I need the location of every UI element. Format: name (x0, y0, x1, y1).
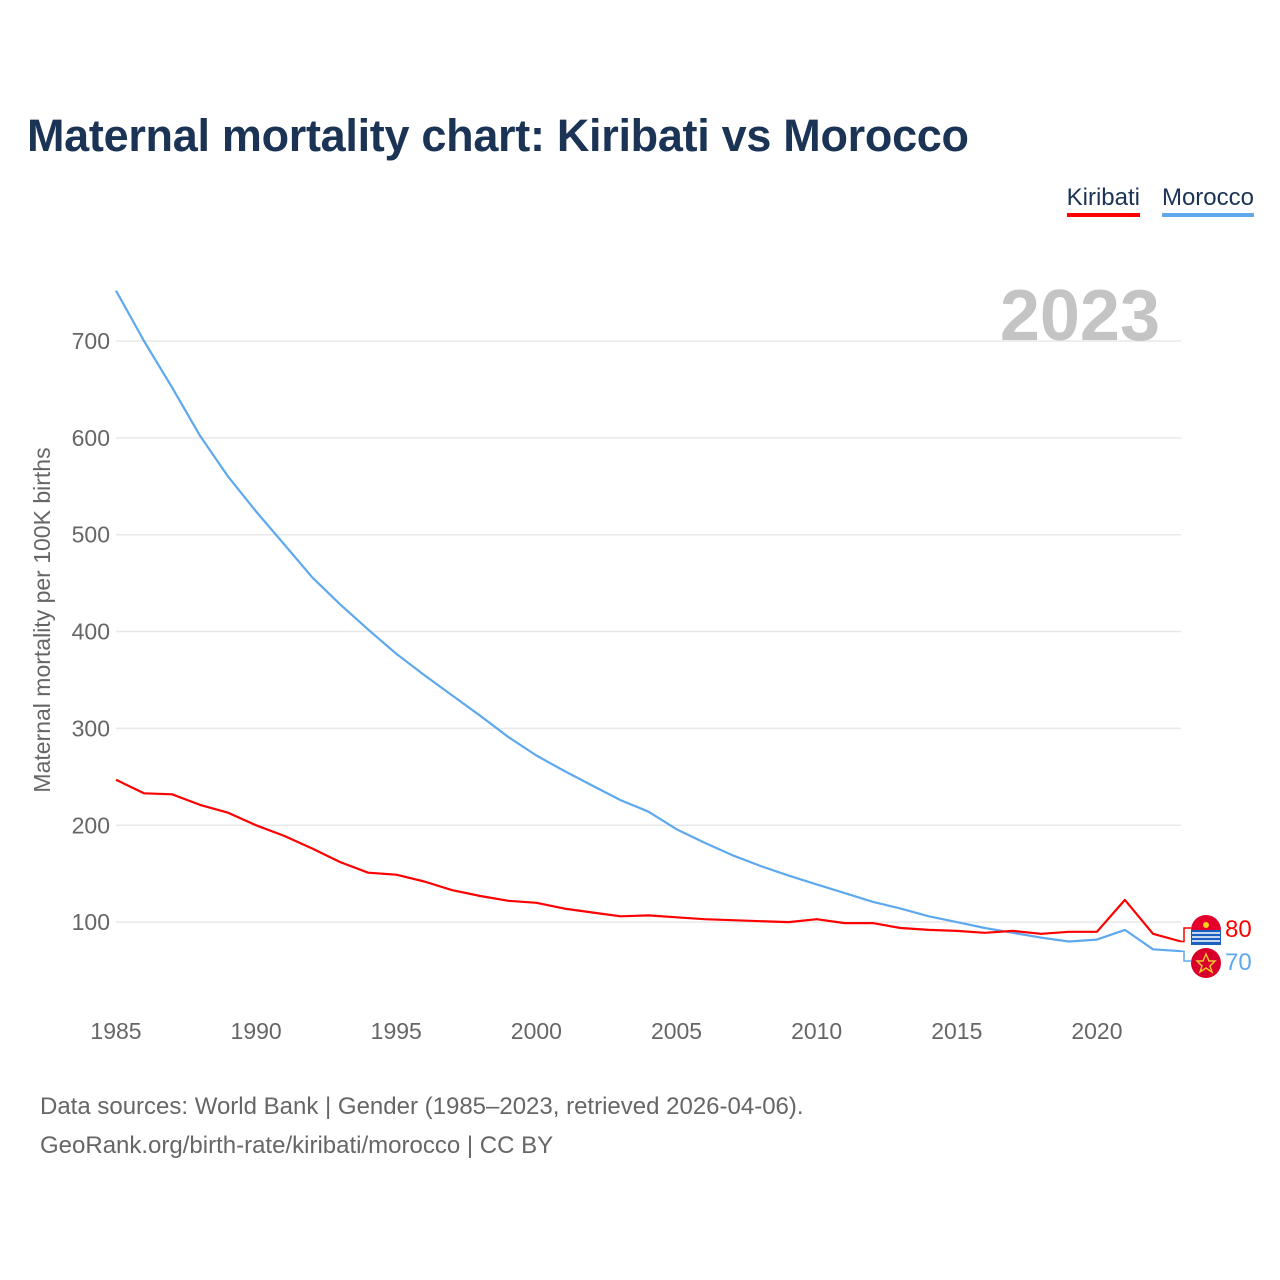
legend-kiribati[interactable]: Kiribati (1066, 184, 1140, 217)
legend-morocco[interactable]: Morocco (1161, 184, 1254, 217)
y-tick-label: 100 (72, 909, 110, 935)
x-tick-label: 2020 (1071, 1018, 1122, 1044)
y-tick-label: 600 (72, 425, 110, 451)
morocco-flag-icon (1191, 948, 1221, 978)
x-tick-label: 2000 (511, 1018, 562, 1044)
series-line-kiribati (115, 778, 1182, 943)
x-tick-label: 2015 (931, 1018, 982, 1044)
y-tick-label: 300 (72, 715, 110, 741)
legend: Kiribati Morocco (1066, 184, 1254, 217)
source-link[interactable]: GeoRank.org/birth-rate/kiribati/morocco … (40, 1132, 554, 1159)
y-tick-label: 700 (72, 328, 110, 354)
x-tick-label: 1995 (371, 1018, 422, 1044)
y-axis-label: Maternal mortality per 100K births (29, 447, 55, 792)
series-line-morocco (115, 290, 1182, 953)
x-tick-label: 1990 (231, 1018, 282, 1044)
end-connector (1181, 927, 1191, 943)
x-tick-label: 2005 (651, 1018, 702, 1044)
y-tick-label: 400 (72, 619, 110, 645)
end-value-label: 80 (1225, 916, 1252, 943)
x-tick-label: 2010 (791, 1018, 842, 1044)
chart-title: Maternal mortality chart: Kiribati vs Mo… (27, 110, 969, 161)
end-connector (1181, 950, 1191, 962)
footer: Data sources: World Bank | Gender (1985–… (40, 1087, 804, 1165)
y-tick-label: 500 (72, 522, 110, 548)
x-tick-label: 1985 (90, 1018, 141, 1044)
year-watermark: 2023 (1000, 276, 1160, 356)
source-text: Data sources: World Bank | Gender (1985–… (40, 1093, 804, 1120)
y-tick-label: 200 (72, 812, 110, 838)
end-value-label: 70 (1225, 949, 1252, 976)
kiribati-flag-icon (1191, 915, 1221, 945)
